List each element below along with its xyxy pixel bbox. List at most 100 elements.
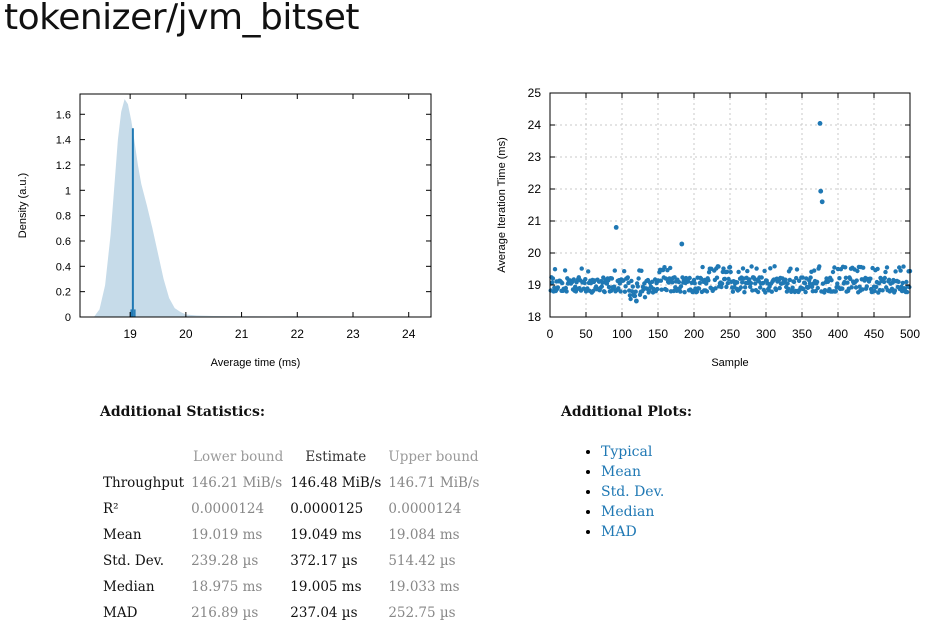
sample-point — [840, 286, 845, 291]
sample-point — [730, 289, 736, 294]
sample-point — [808, 275, 813, 280]
sample-point — [622, 289, 628, 294]
col-header-upper: Upper bound — [388, 449, 479, 465]
x-tick-label: 200 — [684, 327, 704, 341]
sample-point — [817, 264, 822, 269]
sample-point — [714, 275, 720, 280]
lower-bound-value: 18.975 ms — [191, 579, 263, 595]
statistics-table: Lower bound Estimate Upper bound Through… — [100, 444, 483, 626]
sample-point — [791, 279, 797, 285]
sample-point — [724, 269, 730, 274]
stats-row-median: Median 18.975 ms 19.005 ms 19.033 ms — [100, 574, 483, 600]
sample-point — [700, 264, 705, 270]
sample-point — [606, 284, 612, 290]
sample-point — [742, 285, 748, 290]
sample-point — [579, 266, 584, 271]
plot-link-mean[interactable]: Mean — [601, 464, 641, 480]
sample-point — [564, 289, 569, 294]
sample-point — [696, 286, 702, 291]
list-item: Median — [601, 502, 664, 522]
y-tick-label: 0.6 — [56, 236, 71, 248]
sample-point — [628, 296, 633, 302]
sample-point — [678, 289, 683, 294]
empty-header-cell — [100, 444, 188, 470]
x-tick-label: 100 — [612, 327, 632, 341]
sample-point — [802, 281, 808, 286]
sample-point — [803, 289, 808, 295]
sample-point — [837, 276, 842, 281]
sample-point — [582, 280, 587, 286]
sample-point — [609, 276, 615, 281]
sample-point — [843, 265, 848, 270]
sample-point — [633, 289, 638, 294]
sample-point — [623, 284, 628, 289]
sample-point — [625, 275, 630, 280]
sample-point — [659, 287, 664, 292]
x-tick-label: 19 — [123, 327, 137, 341]
sample-point — [765, 281, 770, 286]
upper-bound-value: 514.42 µs — [388, 553, 456, 569]
sample-point — [664, 287, 669, 293]
sample-point — [768, 266, 773, 271]
sample-point — [814, 279, 820, 285]
sample-point — [622, 269, 627, 274]
sample-point — [855, 268, 860, 274]
sample-point — [794, 267, 800, 272]
stats-row-std-dev: Std. Dev. 239.28 µs 372.17 µs 514.42 µs — [100, 548, 483, 574]
sample-point — [786, 286, 791, 291]
y-axis-label: Density (a.u.) — [17, 173, 29, 238]
additional-plots-heading: Additional Plots: — [561, 404, 693, 420]
additional-statistics-heading: Additional Statistics: — [100, 404, 265, 420]
x-tick-label: 150 — [648, 327, 668, 341]
outlier-point — [679, 241, 685, 247]
sample-point — [602, 289, 607, 295]
sample-point — [825, 279, 831, 284]
y-tick-label: 22 — [528, 182, 542, 196]
sample-point — [787, 277, 792, 283]
sample-point — [722, 276, 728, 282]
row-label: Mean — [103, 527, 142, 543]
plot-link-median[interactable]: Median — [601, 504, 655, 520]
sample-point — [618, 289, 623, 294]
sample-point — [864, 284, 869, 289]
y-tick-label: 0.8 — [56, 211, 71, 223]
plot-link-typical[interactable]: Typical — [601, 444, 653, 460]
stats-row-mad: MAD 216.89 µs 237.04 µs 252.75 µs — [100, 600, 483, 626]
sample-point — [904, 289, 910, 295]
sample-point — [706, 278, 711, 283]
x-tick-label: 400 — [828, 327, 848, 341]
sample-point — [721, 266, 726, 271]
sample-point — [860, 287, 865, 292]
row-label: MAD — [103, 605, 138, 621]
sample-point — [658, 278, 664, 283]
y-tick-label: 24 — [528, 118, 542, 132]
x-tick-label: 20 — [179, 327, 193, 341]
sample-point — [586, 269, 591, 274]
sample-point — [629, 289, 635, 294]
density-plot-frame — [79, 93, 432, 318]
sample-point — [783, 277, 788, 282]
sample-point — [692, 281, 697, 286]
sample-point — [629, 278, 634, 284]
x-axis-label: Sample — [711, 357, 748, 369]
sample-point — [724, 284, 729, 290]
plot-link-mad[interactable]: MAD — [601, 524, 637, 540]
plot-link-std-dev[interactable]: Std. Dev. — [601, 484, 665, 500]
x-axis-label: Average time (ms) — [211, 357, 301, 369]
sample-point — [550, 276, 556, 281]
x-tick-label: 500 — [900, 327, 920, 341]
sample-point — [874, 284, 879, 290]
sample-point — [704, 289, 710, 294]
list-item: Typical — [601, 442, 664, 462]
x-tick-label: 0 — [547, 327, 554, 341]
lower-bound-value: 0.0000124 — [191, 501, 265, 517]
sample-point — [807, 281, 813, 286]
stats-row-throughput: Throughput 146.21 MiB/s 146.48 MiB/s 146… — [100, 470, 483, 496]
estimate-value: 19.049 ms — [290, 527, 362, 543]
sample-point — [750, 288, 755, 293]
sample-point — [861, 265, 866, 270]
sample-point — [655, 286, 660, 292]
sample-point — [760, 280, 766, 286]
sample-point — [704, 281, 709, 286]
sample-point — [583, 277, 588, 282]
